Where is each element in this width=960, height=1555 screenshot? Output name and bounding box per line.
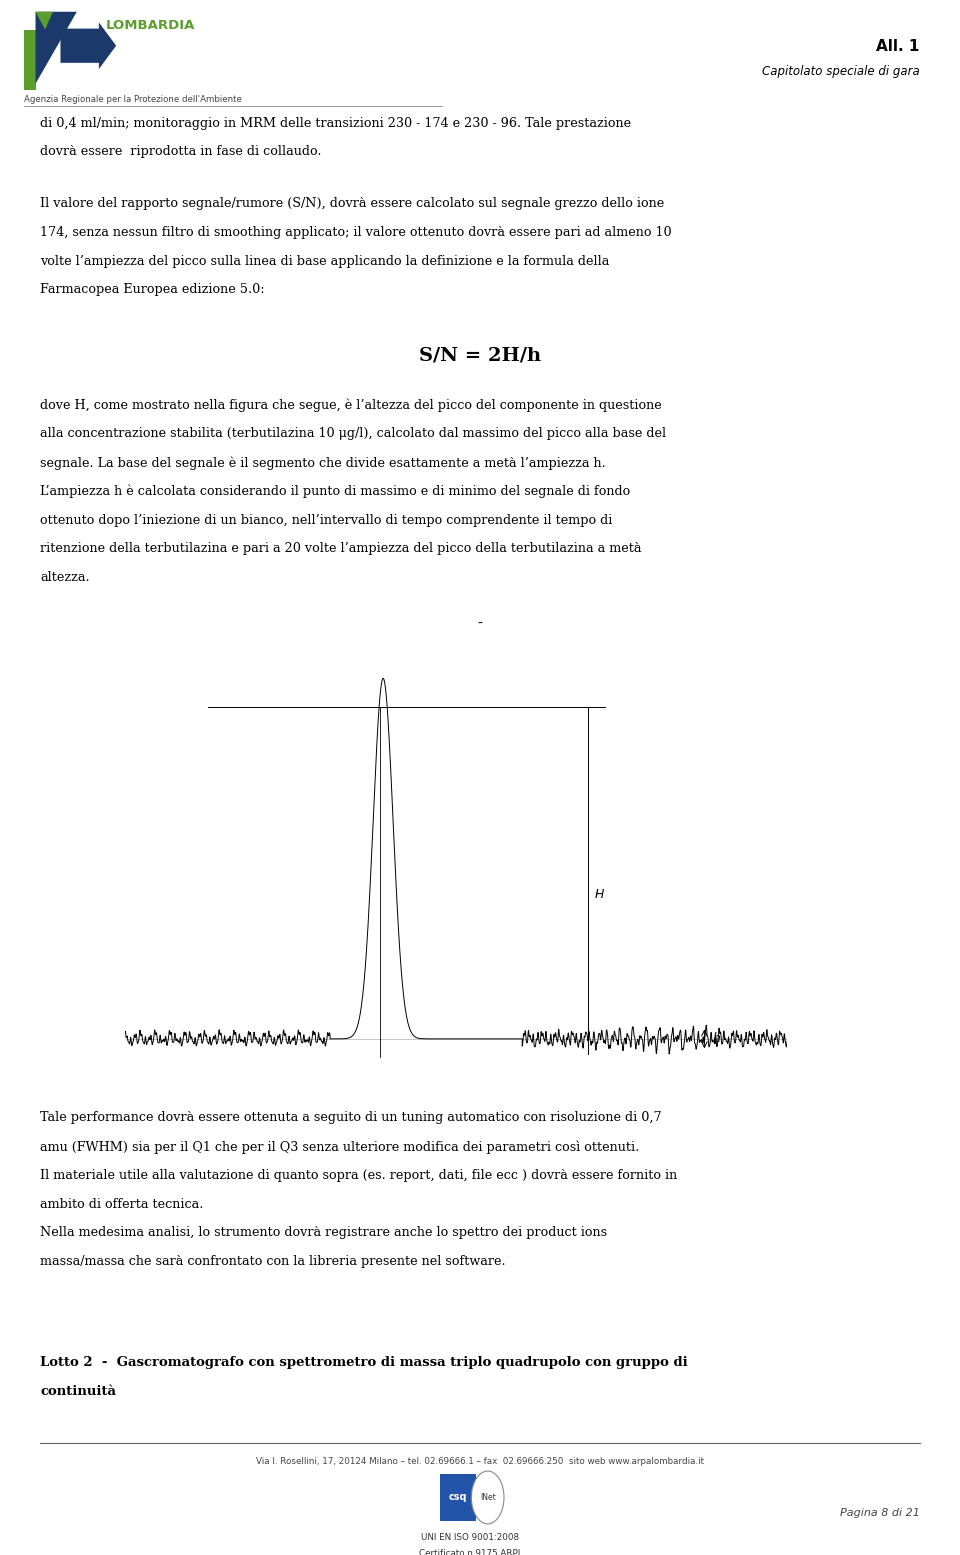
Text: L’ampiezza h è calcolata considerando il punto di massimo e di minimo del segnal: L’ampiezza h è calcolata considerando il… xyxy=(40,485,631,498)
Text: Il materiale utile alla valutazione di quanto sopra (es. report, dati, file ecc : Il materiale utile alla valutazione di q… xyxy=(40,1169,678,1182)
Text: LOMBARDIA: LOMBARDIA xyxy=(106,19,195,33)
Text: Via I. Rosellini, 17, 20124 Milano – tel. 02.69666.1 – fax  02.69666.250  sito w: Via I. Rosellini, 17, 20124 Milano – tel… xyxy=(256,1457,704,1466)
Bar xyxy=(440,1474,476,1521)
Text: continuità: continuità xyxy=(40,1384,116,1398)
Bar xyxy=(24,30,36,90)
Circle shape xyxy=(471,1471,504,1524)
Text: H: H xyxy=(595,888,605,902)
Text: h: h xyxy=(712,1033,721,1045)
Text: amu (FWHM) sia per il Q1 che per il Q3 senza ulteriore modifica dei parametri co: amu (FWHM) sia per il Q1 che per il Q3 s… xyxy=(40,1140,639,1154)
Text: Pagina 8 di 21: Pagina 8 di 21 xyxy=(840,1508,920,1518)
Text: S/N = 2H/h: S/N = 2H/h xyxy=(419,347,541,365)
Text: Il valore del rapporto segnale/rumore (S/N), dovrà essere calcolato sul segnale : Il valore del rapporto segnale/rumore (S… xyxy=(40,197,664,210)
Text: -: - xyxy=(477,617,483,631)
Text: volte l’ampiezza del picco sulla linea di base applicando la definizione e la fo: volte l’ampiezza del picco sulla linea d… xyxy=(40,255,610,267)
Text: alla concentrazione stabilita (terbutilazina 10 μg/l), calcolato dal massimo del: alla concentrazione stabilita (terbutila… xyxy=(40,428,666,440)
Text: ottenuto dopo l’iniezione di un bianco, nell’intervallo di tempo comprendente il: ottenuto dopo l’iniezione di un bianco, … xyxy=(40,513,612,527)
FancyArrow shape xyxy=(60,22,116,68)
Text: Certificato n.9175.ARPL: Certificato n.9175.ARPL xyxy=(419,1549,522,1555)
Text: Tale performance dovrà essere ottenuta a seguito di un tuning automatico con ris: Tale performance dovrà essere ottenuta a… xyxy=(40,1112,662,1124)
Text: ambito di offerta tecnica.: ambito di offerta tecnica. xyxy=(40,1197,204,1211)
Text: INet: INet xyxy=(480,1493,495,1502)
Text: All. 1: All. 1 xyxy=(876,39,920,54)
Text: Capitolato speciale di gara: Capitolato speciale di gara xyxy=(762,65,920,78)
Text: altezza.: altezza. xyxy=(40,571,90,585)
Text: UNI EN ISO 9001:2008: UNI EN ISO 9001:2008 xyxy=(421,1533,519,1543)
Text: Nella medesima analisi, lo strumento dovrà registrare anche lo spettro dei produ: Nella medesima analisi, lo strumento dov… xyxy=(40,1227,608,1239)
Text: segnale. La base del segnale è il segmento che divide esattamente a metà l’ampie: segnale. La base del segnale è il segmen… xyxy=(40,456,606,470)
Polygon shape xyxy=(36,12,53,30)
Text: di 0,4 ml/min; monitoraggio in MRM delle transizioni 230 - 174 e 230 - 96. Tale : di 0,4 ml/min; monitoraggio in MRM delle… xyxy=(40,117,632,129)
Text: Lotto 2  -  Gascromatografo con spettrometro di massa triplo quadrupolo con grup: Lotto 2 - Gascromatografo con spettromet… xyxy=(40,1356,688,1368)
Text: csq: csq xyxy=(448,1493,468,1502)
Text: dove H, come mostrato nella figura che segue, è l’altezza del picco del componen: dove H, come mostrato nella figura che s… xyxy=(40,398,662,412)
Text: Agenzia Regionale per la Protezione dell'Ambiente: Agenzia Regionale per la Protezione dell… xyxy=(24,95,242,104)
Polygon shape xyxy=(36,12,77,84)
Text: ritenzione della terbutilazina e pari a 20 volte l’ampiezza del picco della terb: ritenzione della terbutilazina e pari a … xyxy=(40,543,642,555)
Text: 174, senza nessun filtro di smoothing applicato; il valore ottenuto dovrà essere: 174, senza nessun filtro di smoothing ap… xyxy=(40,225,672,239)
Text: dovrà essere  riprodotta in fase di collaudo.: dovrà essere riprodotta in fase di colla… xyxy=(40,146,322,159)
Text: massa/massa che sarà confrontato con la libreria presente nel software.: massa/massa che sarà confrontato con la … xyxy=(40,1255,506,1269)
Text: Farmacopea Europea edizione 5.0:: Farmacopea Europea edizione 5.0: xyxy=(40,283,265,297)
